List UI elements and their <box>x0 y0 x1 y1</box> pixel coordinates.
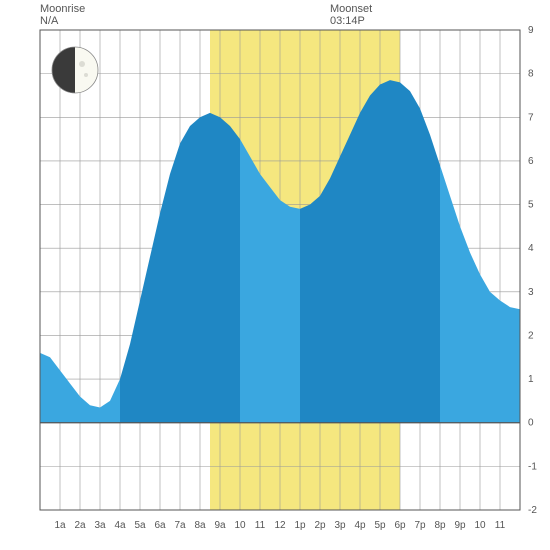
x-tick: 9p <box>454 520 466 531</box>
x-tick: 1p <box>294 520 306 531</box>
moonset-label: Moonset <box>330 3 372 15</box>
x-tick: 1a <box>54 520 66 531</box>
y-tick: 1 <box>528 374 534 385</box>
x-tick: 4p <box>354 520 366 531</box>
x-tick: 11 <box>495 520 506 531</box>
x-tick: 11 <box>255 520 266 531</box>
x-tick: 6a <box>154 520 166 531</box>
x-tick: 7p <box>414 520 426 531</box>
x-tick: 12 <box>274 520 286 531</box>
x-tick: 10 <box>234 520 246 531</box>
x-tick: 3a <box>94 520 106 531</box>
x-tick: 7a <box>174 520 186 531</box>
y-tick: 6 <box>528 156 534 167</box>
x-tick: 9a <box>214 520 226 531</box>
y-tick: 4 <box>528 243 534 254</box>
x-tick: 5p <box>374 520 386 531</box>
y-tick: -1 <box>528 461 537 472</box>
y-tick: 5 <box>528 200 534 211</box>
y-tick: 7 <box>528 112 534 123</box>
moonset-value: 03:14P <box>330 15 365 27</box>
x-tick: 5a <box>134 520 146 531</box>
y-tick: 9 <box>528 25 534 36</box>
x-tick: 8p <box>434 520 446 531</box>
y-tick: 3 <box>528 287 534 298</box>
x-tick: 2a <box>74 520 86 531</box>
moonrise-value: N/A <box>40 15 59 27</box>
moonrise-label: Moonrise <box>40 3 85 15</box>
y-tick: 0 <box>528 418 534 429</box>
x-tick: 2p <box>314 520 326 531</box>
x-tick: 4a <box>114 520 126 531</box>
chart-svg: MoonriseN/AMoonset03:14P-2-101234567891a… <box>0 0 550 550</box>
x-tick: 6p <box>394 520 406 531</box>
y-tick: 2 <box>528 330 534 341</box>
y-tick: 8 <box>528 69 534 80</box>
x-tick: 10 <box>474 520 486 531</box>
x-tick: 8a <box>194 520 206 531</box>
y-tick: -2 <box>528 505 537 516</box>
tide-chart: MoonriseN/AMoonset03:14P-2-101234567891a… <box>0 0 550 550</box>
x-tick: 3p <box>334 520 346 531</box>
